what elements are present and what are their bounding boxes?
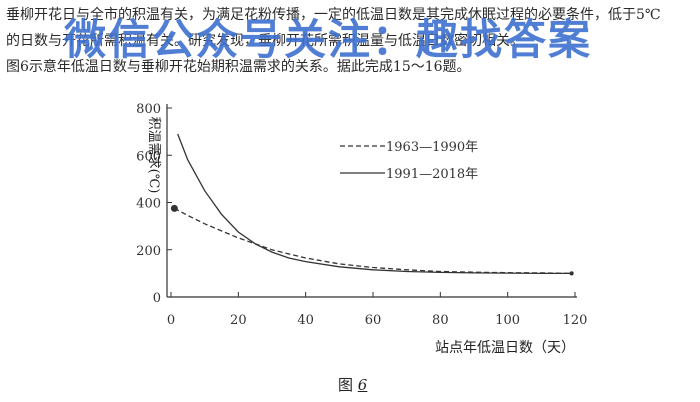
series-end-marker (569, 271, 574, 276)
watermark-text: 微信公众号关注：趣找答案 (64, 15, 593, 64)
x-tick-label: 80 (432, 313, 449, 328)
figure-caption: 图 6 (338, 374, 367, 395)
legend-label-1: 1963—1990年 (386, 140, 478, 155)
question-line: 垂柳开花日与全市的积温有关，为满足花粉传播，一定的低温日数是其完成休眠过程的必要… (6, 7, 661, 23)
legend-label-2: 1991—2018年 (386, 167, 478, 182)
series-line-2 (177, 133, 572, 275)
x-tick-label: 40 (297, 313, 314, 328)
x-tick-label: 60 (365, 313, 382, 328)
y-axis-label: 积温需求(℃) (146, 117, 161, 194)
x-tick-label: 100 (495, 313, 520, 328)
figure-caption-number: 6 (357, 376, 368, 394)
x-tick-label: 120 (563, 313, 588, 328)
y-tick-label: 200 (136, 244, 161, 259)
y-tick-label: 800 (136, 102, 161, 117)
question-line: 图6示意年低温日数与垂柳开花始期积温需求的关系。据此完成15～16题。 (6, 59, 471, 75)
x-axis-label: 站点年低温日数（天） (435, 340, 575, 356)
x-tick-label: 20 (230, 313, 247, 328)
y-tick-label: 0 (153, 291, 161, 306)
figure-caption-prefix: 图 (338, 376, 354, 394)
series-start-marker (170, 204, 178, 212)
question-line: 的日数与开花所需积温有关。研究发现，垂柳开花所需积温量与低温日数密切相关。 (6, 33, 524, 49)
series-line-1 (174, 207, 572, 275)
question-text: 垂柳开花日与全市的积温有关，为满足花粉传播，一定的低温日数是其完成休眠过程的必要… (6, 2, 694, 80)
y-tick-label: 400 (136, 197, 161, 212)
y-tick-label: 600 (136, 149, 161, 164)
x-tick-label: 0 (167, 313, 175, 328)
